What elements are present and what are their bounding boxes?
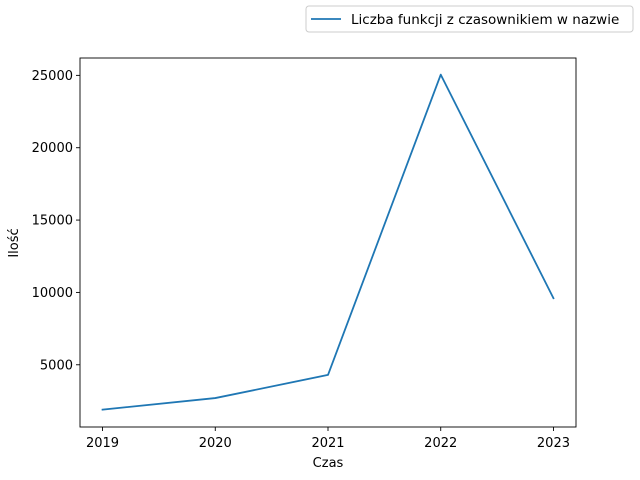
x-tick-label: 2023	[537, 436, 570, 451]
x-tick-label: 2020	[199, 436, 232, 451]
x-axis-ticks: 2019 2020 2021 2022 2023	[86, 427, 570, 451]
y-tick-label: 25000	[32, 69, 73, 84]
y-axis-ticks: 5000 10000 15000 20000 25000	[32, 69, 80, 373]
legend-box	[305, 5, 634, 33]
legend: Liczba funkcji z czasownikiem w nazwie	[305, 5, 634, 33]
series-layer	[101, 73, 555, 411]
data-point	[553, 297, 555, 299]
y-tick-label: 20000	[32, 141, 73, 156]
data-point	[102, 409, 104, 411]
data-point	[327, 374, 329, 376]
data-point	[214, 397, 216, 399]
y-tick-label: 10000	[32, 286, 73, 301]
y-tick-label: 15000	[32, 214, 73, 229]
x-tick-label: 2022	[424, 436, 457, 451]
legend-label: Liczba funkcji z czasownikiem w nazwie	[351, 12, 619, 28]
data-point	[440, 74, 442, 76]
x-tick-label: 2021	[311, 436, 344, 451]
y-axis-label: Ilość	[7, 228, 22, 257]
x-axis-label: Czas	[313, 456, 344, 471]
series-line	[101, 73, 555, 411]
plot-frame	[79, 57, 577, 428]
x-tick-label: 2019	[86, 436, 119, 451]
y-tick-label: 5000	[40, 358, 73, 373]
